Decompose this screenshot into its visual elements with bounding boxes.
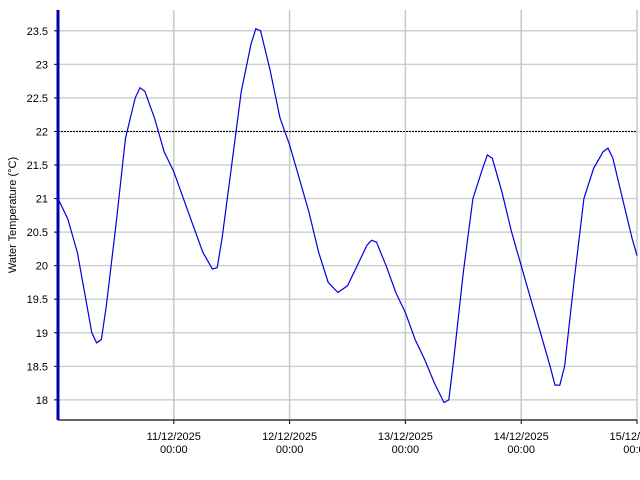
x-tick-label: 13/12/2025 00:00 <box>378 431 433 456</box>
y-tick-label: 19 <box>36 328 48 340</box>
y-tick-label: 23 <box>36 59 48 71</box>
y-tick-label: 19.5 <box>27 294 48 306</box>
y-tick-label: 20 <box>36 261 48 273</box>
x-tick-label: 12/12/2025 00:00 <box>262 431 317 456</box>
y-tick-label: 23.5 <box>27 26 48 38</box>
y-tick-label: 18.5 <box>27 361 48 373</box>
y-tick-label: 21 <box>36 194 48 206</box>
y-tick-label: 22.5 <box>27 93 48 105</box>
x-tick-label: 14/12/2025 00:00 <box>494 431 549 456</box>
x-tick-label: 11/12/2025 00:00 <box>147 431 201 456</box>
y-axis-label: Water Temperature (°C) <box>7 157 19 273</box>
y-tick-label: 20.5 <box>27 227 48 239</box>
y-tick-label: 18 <box>36 395 48 407</box>
data-line <box>57 27 638 404</box>
y-tick-label: 22 <box>36 126 48 138</box>
y-tick-label: 21.5 <box>27 160 48 172</box>
